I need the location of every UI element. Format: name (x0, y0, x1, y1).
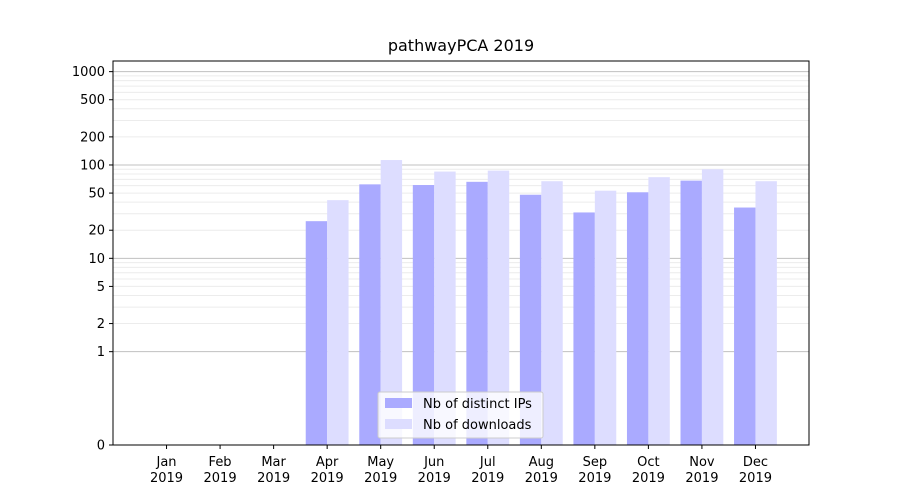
x-tick-label-apr: Apr 2019 (311, 455, 344, 486)
bar-downloads-jun (434, 171, 456, 445)
bar-downloads-jul (487, 170, 510, 445)
bar-distinct-ips-nov (680, 180, 702, 445)
legend-swatch-distinct-ips (385, 398, 412, 408)
bar-downloads-sep (594, 190, 617, 445)
x-tick-label-feb: Feb 2019 (204, 455, 237, 486)
legend-label-distinct-ips: Nb of distinct IPs (423, 397, 532, 412)
bar-downloads-aug (541, 181, 563, 446)
bar-distinct-ips-jun (412, 185, 435, 445)
bar-distinct-ips-dec (734, 207, 756, 445)
x-axis: Jan 2019 Feb 2019 Mar 2019 Apr 2019 May 2019 Jun 20… (150, 445, 772, 486)
bar-downloads-dec (755, 181, 777, 446)
bars (305, 160, 777, 446)
bar-distinct-ips-aug (519, 194, 542, 445)
plot-frame (112, 60, 810, 446)
y-tick-label: 2 (97, 317, 105, 332)
x-tick-label-dec: Dec 2019 (739, 455, 772, 486)
bar-downloads-may (380, 160, 403, 446)
bar-downloads-apr (327, 200, 349, 445)
y-tick-label: 1000 (72, 65, 105, 80)
x-tick-label-aug: Aug 2019 (525, 455, 558, 486)
bar-distinct-ips-oct (626, 192, 649, 445)
legend-box (377, 391, 544, 439)
bar-downloads-oct (648, 177, 670, 446)
x-tick-label-nov: Nov 2019 (685, 455, 718, 486)
legend: Nb of distinct IPs Nb of downloads (377, 391, 544, 439)
bar-distinct-ips-jul (466, 181, 488, 445)
bar-distinct-ips-sep (573, 212, 595, 445)
y-tick-label: 200 (80, 130, 105, 145)
x-tick-label-mar: Mar 2019 (257, 455, 290, 486)
legend-swatch-downloads (385, 419, 412, 429)
y-tick-label: 20 (88, 224, 105, 239)
chart-title: pathwayPCA 2019 (388, 36, 534, 55)
x-tick-label-may: May 2019 (364, 455, 397, 486)
y-axis: 0 1 2 5 10 20 50 100 200 500 1000 (72, 65, 113, 454)
legend-label-downloads: Nb of downloads (423, 418, 532, 433)
y-tick-label: 500 (80, 93, 105, 108)
x-tick-label-jul: Jul 2019 (471, 455, 504, 486)
x-tick-label-sep: Sep 2019 (578, 455, 611, 486)
bar-distinct-ips-may (359, 184, 381, 445)
x-tick-label-jan: Jan 2019 (150, 455, 183, 486)
y-tick-label: 50 (88, 187, 105, 202)
y-tick-label: 0 (97, 439, 105, 454)
x-tick-label-jun: Jun 2019 (418, 455, 451, 486)
bar-downloads-nov (701, 169, 724, 446)
x-tick-label-oct: Oct 2019 (632, 455, 665, 486)
y-tick-label: 5 (97, 280, 105, 295)
bar-distinct-ips-apr (305, 221, 328, 445)
y-tick-label: 100 (80, 158, 105, 173)
y-tick-label: 10 (88, 252, 105, 267)
y-tick-label: 1 (97, 345, 105, 360)
